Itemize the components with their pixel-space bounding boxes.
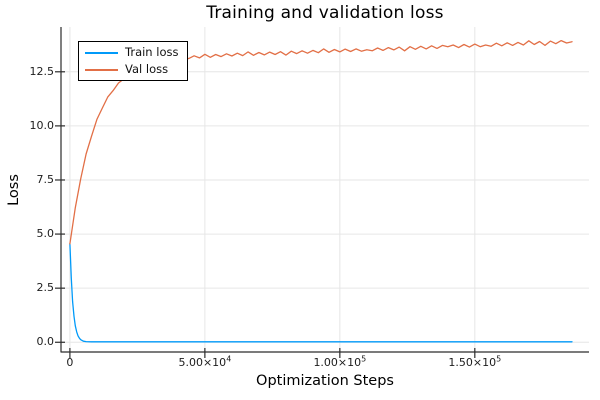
val-loss-line-swatch: [85, 68, 118, 71]
y-tick-label: 2.5: [36, 281, 55, 295]
legend: Train loss Val loss: [78, 41, 188, 81]
y-tick-label: 10.0: [29, 118, 55, 132]
chart-title: Training and validation loss: [206, 3, 444, 23]
train-loss-line-swatch: [85, 51, 118, 54]
y-tick-label: 7.5: [36, 172, 55, 186]
legend-row-train: Train loss: [79, 46, 187, 59]
y-tick-label: 12.5: [29, 64, 55, 78]
legend-label-train: Train loss: [125, 44, 179, 59]
train-loss-line: [69, 243, 573, 343]
legend-label-val: Val loss: [125, 61, 169, 76]
x-tick-label: 1.00×105: [313, 354, 367, 369]
x-tick-label: 0: [66, 356, 74, 369]
x-axis-label: Optimization Steps: [256, 373, 394, 389]
y-tick-label: 0.0: [36, 335, 55, 349]
legend-row-val: Val loss: [79, 63, 187, 76]
y-tick-label: 5.0: [36, 227, 55, 241]
x-tick-label: 1.50×105: [448, 354, 502, 369]
x-tick-label: 5.00×104: [178, 354, 232, 369]
